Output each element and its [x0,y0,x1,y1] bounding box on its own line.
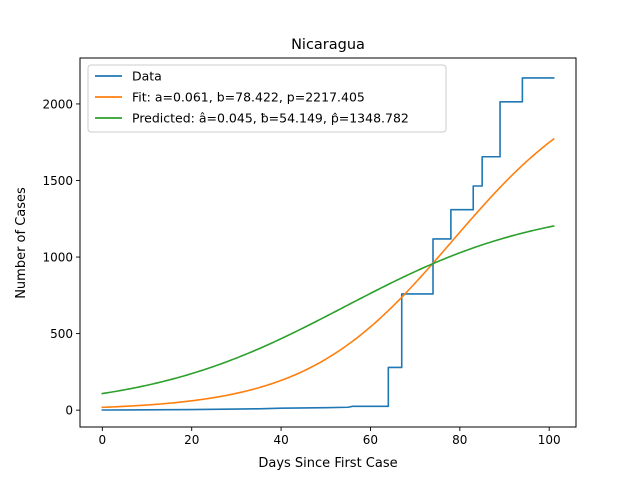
plot-frame [79,57,577,428]
legend-box [87,64,447,133]
y-axis: 0 500 1000 1500 2000 [42,97,80,418]
series-line-1 [101,77,555,411]
series-line-2 [101,137,555,409]
legend: Data Fit: a=0.061, b=78.422, p=2217.405 Pr… [87,64,447,133]
x-tick-label: 80 [452,433,467,447]
x-axis-label: Days Since First Case [258,456,397,471]
x-tick-label: 20 [184,433,199,447]
y-tick-label: 1000 [42,251,73,265]
y-tick-label: 2000 [42,97,73,111]
x-tick-label: 60 [363,433,378,447]
x-axis: 0 20 40 60 80 100 [99,427,561,447]
legend-label-3: Predicted: â=0.045, ƀ=54.149, p̂=1348.78… [132,111,409,126]
y-tick-label: 500 [50,327,73,341]
legend-label-2: Fit: a=0.061, b=78.422, p=2217.405 [132,90,365,105]
x-tick-label: 0 [99,433,107,447]
series-layer [101,77,555,411]
y-axis-label: Number of Cases [14,187,29,299]
x-tick-label: 40 [273,433,288,447]
x-tick-label: 100 [538,433,561,447]
y-tick-label: 0 [65,404,73,418]
chart-title: Nicaragua [291,37,365,53]
legend-label-1: Data [132,69,162,84]
series-line-3 [101,225,555,395]
y-tick-label: 1500 [42,174,73,188]
